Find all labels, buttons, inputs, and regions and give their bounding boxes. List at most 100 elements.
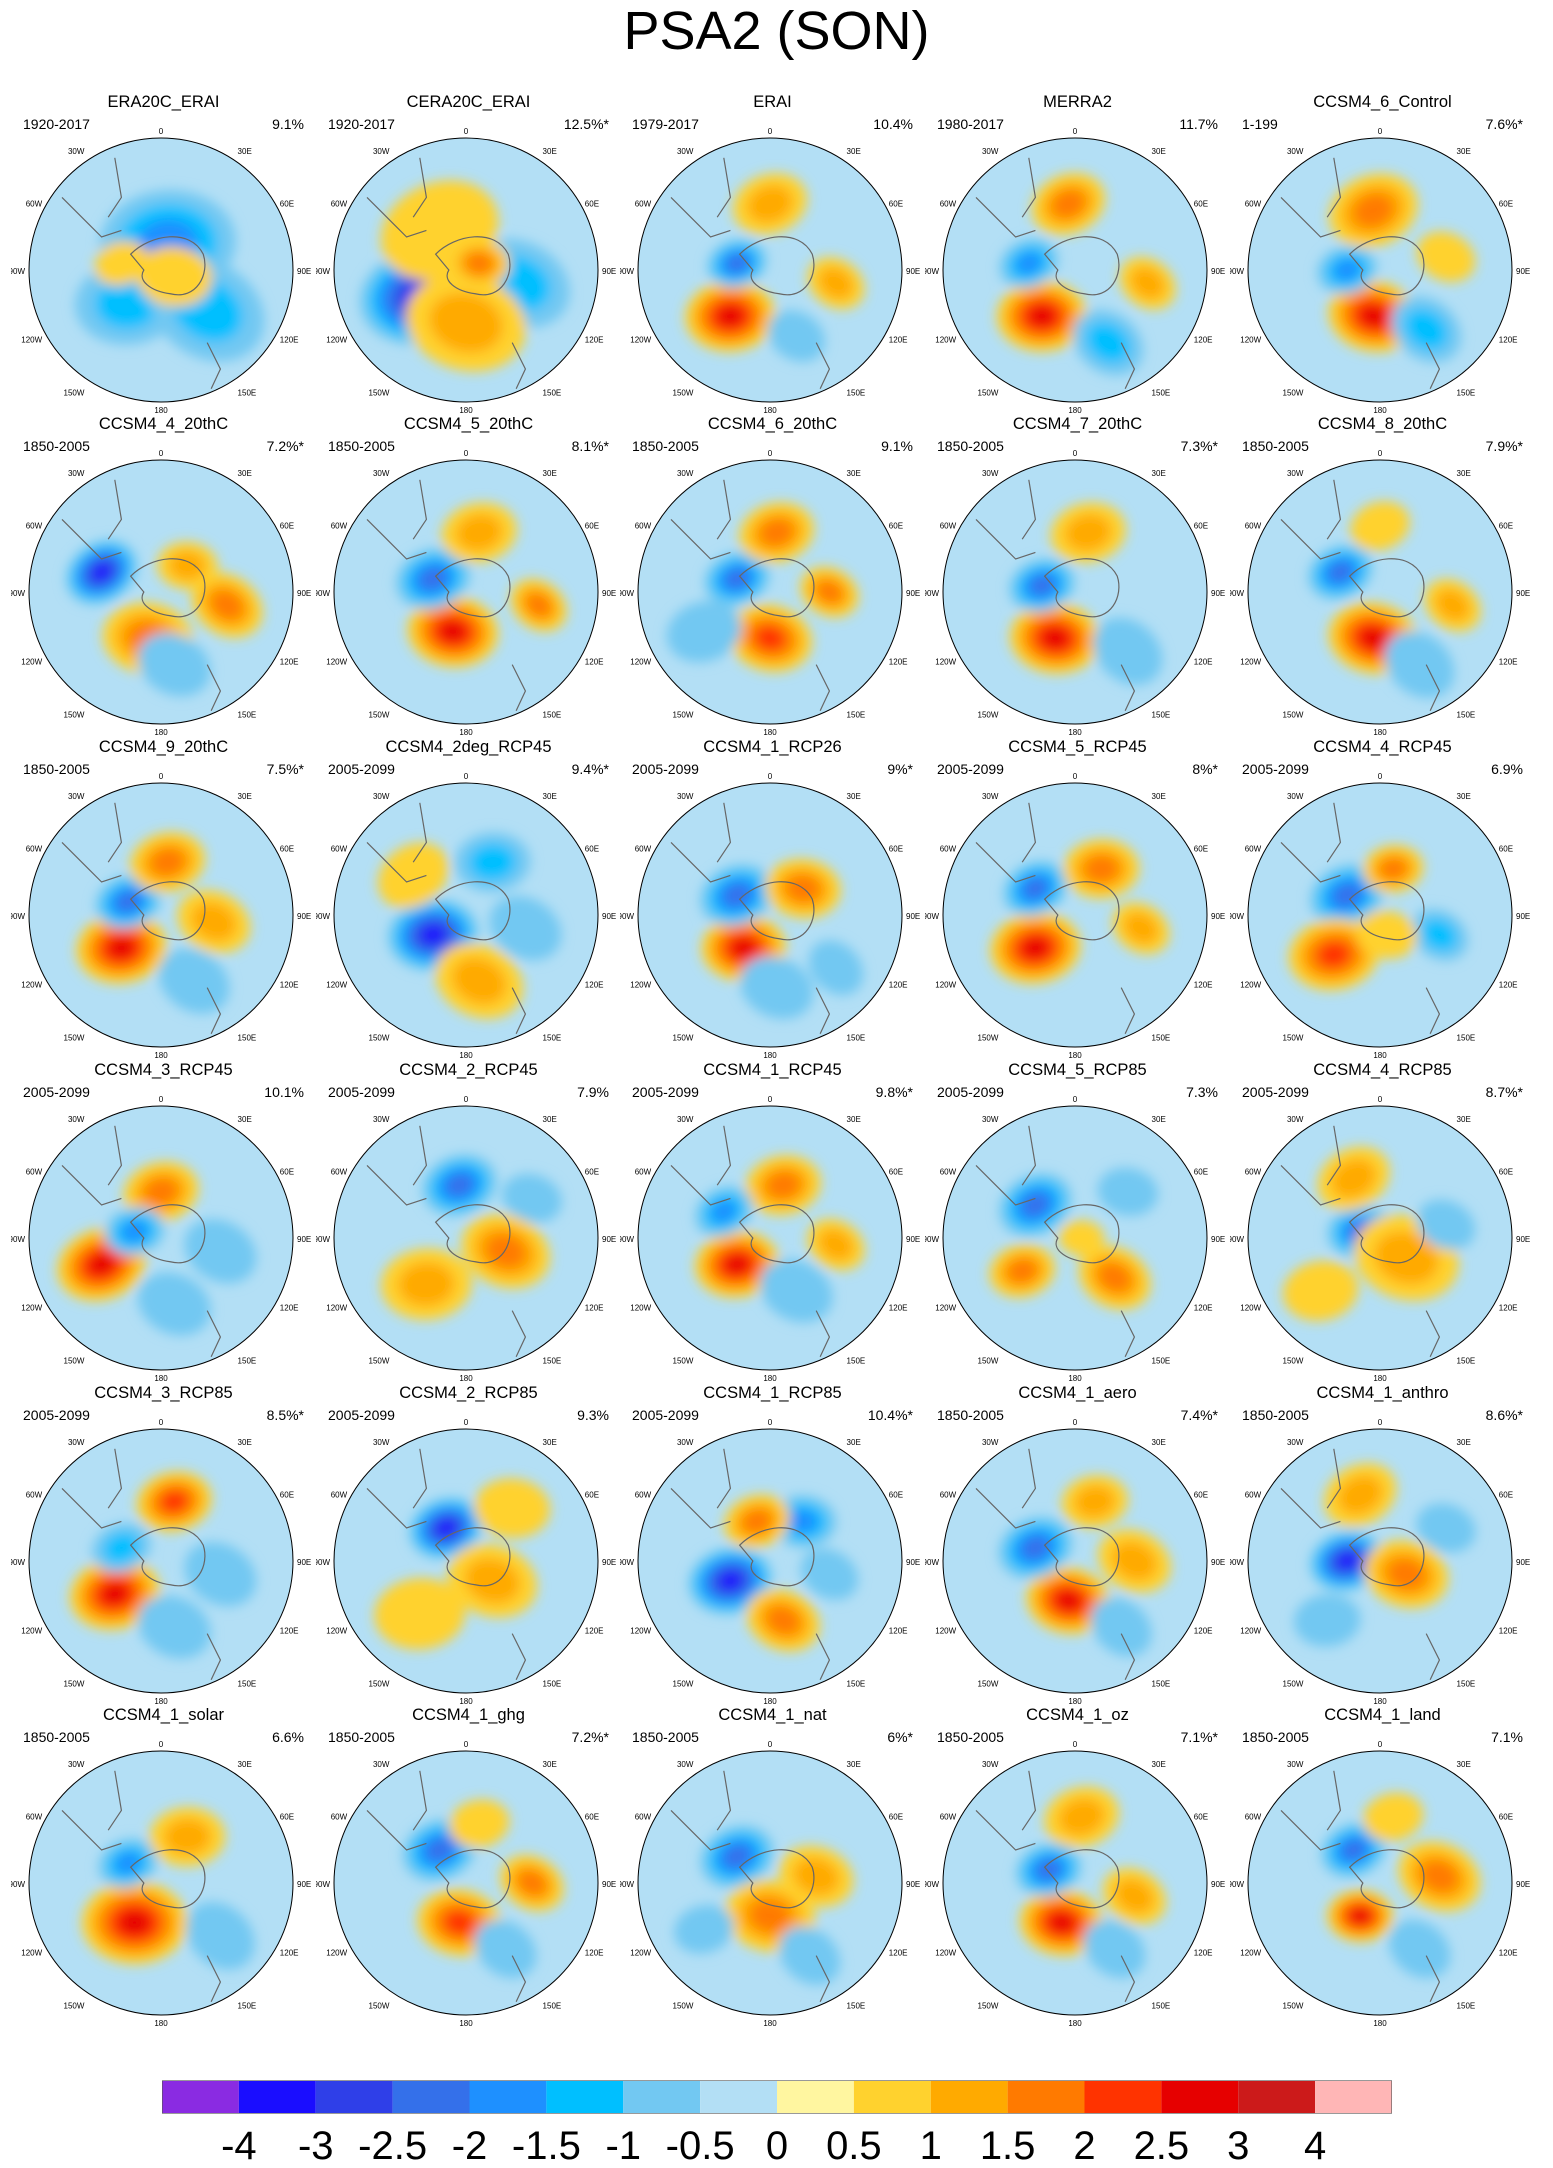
polar-map: 0 30E 60E 90E 120E 150E 180 150W 120W 90W 60W 30W — [1230, 127, 1530, 415]
longitude-label: 60W — [940, 522, 957, 531]
longitude-label: 180 — [763, 2019, 777, 2028]
anomaly-contour — [720, 1572, 741, 1589]
longitude-label: 60W — [331, 845, 348, 854]
longitude-label: 60E — [1194, 1168, 1208, 1177]
longitude-label: 120W — [1240, 1949, 1261, 1958]
panel-period: 1850-2005 — [328, 1729, 395, 1745]
longitude-label: 120E — [889, 336, 908, 345]
longitude-label: 120E — [889, 1949, 908, 1958]
anomaly-contour — [108, 937, 135, 959]
antarctica-coastline — [434, 1849, 511, 1909]
longitude-label: 150E — [847, 2001, 866, 2010]
map-background — [638, 1429, 902, 1693]
longitude-label: 120W — [326, 1949, 347, 1958]
continent-coastlines — [366, 1448, 527, 1681]
longitude-label: 150E — [238, 2001, 257, 2010]
map-border — [333, 1428, 599, 1694]
map-border — [637, 1105, 903, 1371]
longitude-label: 0 — [768, 1740, 773, 1749]
anomaly-contour — [1086, 322, 1130, 363]
longitude-label: 30W — [373, 469, 390, 478]
polar-map: 0 30E 60E 90E 120E 150E 180 150W 120W 90W 60W 30W — [925, 772, 1225, 1060]
longitude-label: 120E — [280, 658, 299, 667]
longitude-label: 0 — [1073, 1095, 1078, 1104]
longitude-label: 30W — [1287, 1115, 1304, 1124]
longitude-label: 90E — [906, 1558, 920, 1567]
anomaly-contour — [1337, 1475, 1383, 1515]
panel-variance-pct: 9.8%* — [875, 1084, 913, 1100]
antarctica-coastline — [434, 1204, 511, 1264]
antarctica-coastline — [1348, 1204, 1425, 1264]
antarctica-coastline — [1348, 236, 1425, 296]
anomaly-contour — [429, 292, 503, 353]
panel-variance-pct: 7.3%* — [1180, 438, 1218, 454]
longitude-label: 60E — [280, 1813, 294, 1822]
panel-period: 2005-2099 — [23, 1084, 90, 1100]
anomaly-contour — [502, 1173, 562, 1223]
map-panel: CCSM4_7_20thC 1850-2005 7.3%* 0 30E 60E 90E 120… — [925, 414, 1230, 737]
panel-period: 1920-2017 — [23, 116, 90, 132]
longitude-label: 30E — [1152, 1115, 1166, 1124]
colorbar-tick-label: -3 — [297, 2124, 334, 2168]
colorbar-swatch — [777, 2081, 854, 2113]
longitude-label: 60E — [1499, 522, 1513, 531]
panel-variance-pct: 7.6%* — [1485, 116, 1523, 132]
panel-variance-pct: 12.5%* — [563, 116, 609, 132]
anomaly-contour — [1318, 942, 1350, 968]
anomaly-contour — [755, 626, 785, 650]
longitude-label: 120W — [326, 658, 347, 667]
map-panel: CCSM4_2_RCP45 2005-2099 7.9% 0 30E 60E 90E 120E… — [316, 1060, 621, 1383]
longitude-label: 90W — [925, 267, 939, 276]
map-border — [637, 459, 903, 725]
anomaly-contour — [1342, 1840, 1365, 1860]
longitude-label: 120E — [585, 1304, 604, 1313]
antarctica-coastline — [434, 881, 511, 941]
longitude-label: 60W — [26, 1813, 43, 1822]
anomaly-contour — [161, 1491, 188, 1513]
longitude-label: 30E — [1457, 1115, 1471, 1124]
anomaly-contour — [808, 940, 864, 996]
panel-title: CCSM4_6_Control — [1313, 93, 1452, 111]
colorbar-swatch — [238, 2081, 316, 2113]
polar-map: 0 30E 60E 90E 120E 150E 180 150W 120W 90W 60W 30W — [925, 1095, 1225, 1383]
anomaly-contour — [398, 1262, 455, 1307]
longitude-label: 180 — [1068, 2019, 1082, 2028]
continent-coastlines — [975, 1448, 1136, 1681]
longitude-label: 120W — [935, 1627, 956, 1636]
map-panel: CCSM4_5_20thC 1850-2005 8.1%* 0 30E 60E 90E 120… — [316, 414, 621, 737]
longitude-label: 120W — [21, 1304, 42, 1313]
map-border — [637, 1428, 903, 1694]
longitude-label: 90W — [11, 267, 25, 276]
longitude-label: 90E — [906, 267, 920, 276]
anomaly-contour — [464, 1558, 520, 1604]
longitude-label: 180 — [1373, 1051, 1387, 1060]
longitude-label: 60W — [1245, 845, 1262, 854]
longitude-label: 60E — [585, 845, 599, 854]
longitude-label: 0 — [159, 772, 164, 781]
colorbar-tick-label: -2.5 — [358, 2124, 428, 2168]
panel-variance-pct: 7.9%* — [1485, 438, 1523, 454]
longitude-label: 60E — [280, 845, 294, 854]
longitude-label: 60E — [280, 1491, 294, 1500]
antarctica-coastline — [738, 881, 815, 941]
longitude-label: 0 — [464, 1418, 469, 1427]
anomaly-contour — [184, 1542, 257, 1607]
longitude-label: 60E — [1194, 522, 1208, 531]
panel-period: 2005-2099 — [632, 1407, 699, 1423]
anomaly-contour — [1084, 855, 1119, 883]
panel-variance-pct: 11.7% — [1179, 116, 1218, 132]
colorbar-tick-label: 0 — [765, 2124, 789, 2168]
longitude-label: 90W — [316, 1880, 330, 1889]
colorbar-swatch — [700, 2081, 777, 2113]
anomaly-contour — [1334, 884, 1360, 906]
panel-variance-pct: 8%* — [1192, 761, 1218, 777]
polar-map: 0 30E 60E 90E 120E 150E 180 150W 120W 90W 60W 30W — [1230, 449, 1530, 737]
anomaly-contour — [818, 267, 854, 300]
longitude-label: 0 — [768, 449, 773, 458]
longitude-label: 150W — [978, 388, 999, 397]
longitude-label: 150E — [1457, 1033, 1476, 1042]
panel-period: 1850-2005 — [937, 1407, 1004, 1423]
map-border — [1247, 137, 1513, 403]
longitude-label: 60E — [1499, 1813, 1513, 1822]
panel-variance-pct: 8.6%* — [1485, 1407, 1523, 1423]
